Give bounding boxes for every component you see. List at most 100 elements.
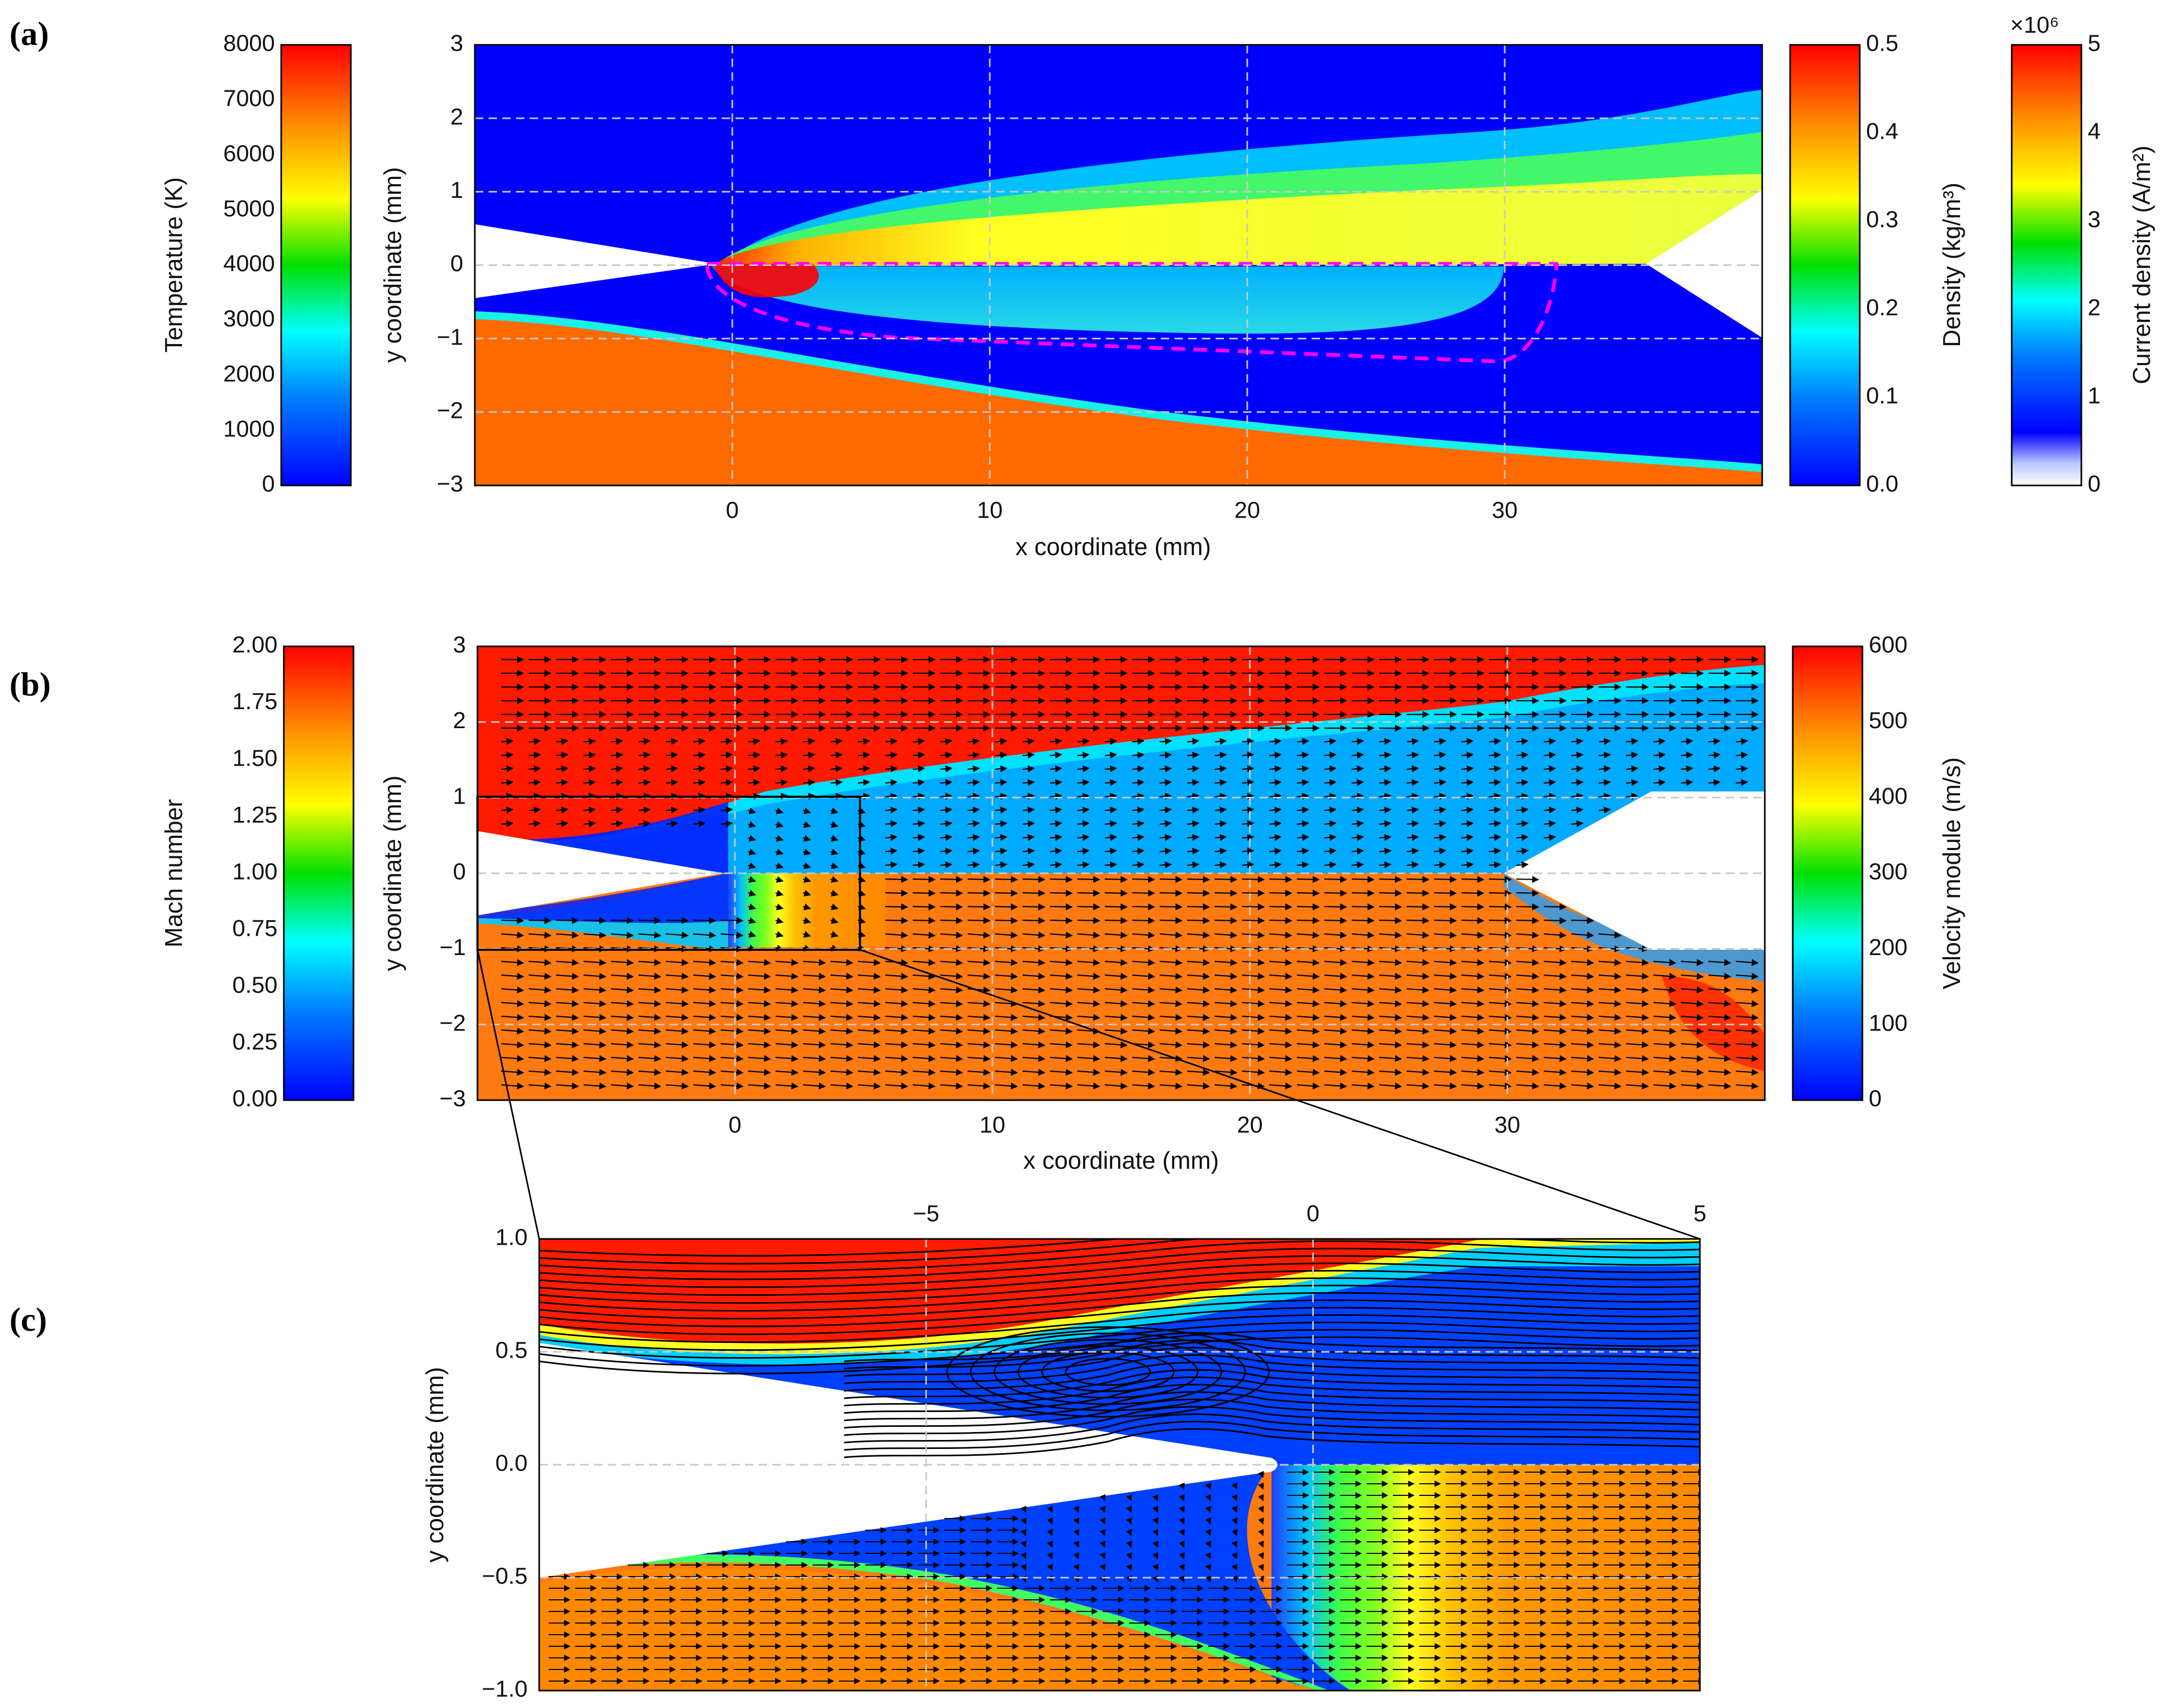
y-tick-label: 0.0 [495,1451,528,1476]
velocity-vector [720,738,733,745]
velocity-vector [528,751,541,759]
velocity-vector [1187,738,1200,745]
velocity-vector [1214,876,1238,883]
velocity-vector [528,917,552,924]
velocity-vector [802,738,816,745]
velocity-vector [1077,751,1090,759]
velocity-vector [1049,1055,1073,1062]
velocity-vector [1104,806,1117,814]
velocity-vector [693,917,716,924]
velocity-vector [775,848,784,856]
velocity-vector [857,1041,881,1048]
velocity-vector [1049,847,1063,855]
velocity-vector [556,1041,579,1048]
velocity-vector [1296,1041,1320,1048]
velocity-vector [1132,1014,1155,1021]
colorbar-tick-label: 0 [2088,471,2100,497]
velocity-vector [610,1027,634,1035]
velocity-vector [1159,834,1172,841]
velocity-vector [1049,972,1073,980]
velocity-vector [912,1068,936,1076]
velocity-vector [720,959,744,966]
velocity-vector [610,765,624,772]
velocity-vector [1433,917,1457,924]
velocity-vector [830,959,854,966]
velocity-vector [967,738,980,745]
velocity-vector [638,1068,662,1076]
velocity-vector [1049,959,1073,966]
velocity-vector [967,861,980,869]
velocity-vector [1022,751,1035,759]
velocity-vector [1214,765,1227,772]
velocity-vector [583,1082,607,1090]
velocity-vector [583,779,596,786]
x-tick-label: 30 [1495,1112,1521,1138]
y-tick-label: 0.5 [495,1338,528,1363]
velocity-vector [1132,738,1145,745]
velocity-vector [1214,1055,1238,1062]
velocity-vector [1241,917,1265,924]
velocity-vector [748,1068,771,1076]
velocity-vector [967,1027,991,1035]
velocity-vector [528,779,541,786]
velocity-vector [665,1027,689,1035]
velocity-vector [775,959,799,966]
x-tick-label: 5 [1694,1201,1706,1227]
velocity-vector [1241,1014,1265,1021]
velocity-vector [1324,751,1337,759]
velocity-vector [885,751,898,759]
velocity-vector [501,931,524,939]
velocity-vector [720,1055,744,1062]
colorbar-tick-label: 0 [1869,1086,1881,1112]
y-tick-label: −3 [437,471,463,497]
velocity-vector [1187,861,1200,869]
temperature-colorbar [280,44,352,486]
velocity-vector [775,738,788,745]
velocity-vector [693,931,716,939]
velocity-vector [1159,931,1183,939]
velocity-vector [940,1041,963,1048]
velocity-vector [1269,779,1282,786]
velocity-vector [775,835,784,842]
velocity-vector [1324,820,1337,827]
velocity-vector [967,751,980,759]
velocity-vector [830,779,843,786]
velocity-vector [940,1027,963,1035]
velocity-vector [528,1000,552,1007]
y-tick-label: −3 [439,1086,466,1112]
velocity-vector [556,751,569,759]
velocity-vector [638,738,651,745]
y-tick-label: −1.0 [482,1676,528,1702]
velocity-vector [1296,1000,1320,1007]
velocity-vector [693,986,716,994]
panel-label-a: (a) [9,15,49,52]
velocity-vector [1433,876,1457,883]
velocity-vector [967,876,991,883]
velocity-vector [748,1014,771,1021]
velocity-vector [693,1082,716,1090]
velocity-vector [775,779,788,786]
velocity-vector [1077,931,1101,939]
velocity-vector [748,917,757,924]
velocity-vector [885,765,898,772]
velocity-vector [1379,876,1402,883]
colorbar-tick-label: 7000 [223,85,275,111]
velocity-vector [1351,738,1364,745]
velocity-vector [1104,834,1117,841]
velocity-vector [1241,931,1265,939]
velocity-vector [775,1000,799,1007]
velocity-vector [940,1055,963,1062]
velocity-vector [885,820,898,827]
velocity-vector [1049,765,1063,772]
colorbar-tick-label: 200 [1869,934,1907,960]
velocity-vector [1241,820,1255,827]
velocity-vector [638,959,662,966]
colorbar-tick-label: 0.3 [1866,207,1898,233]
velocity-vector [638,751,651,759]
velocity-vector [610,1055,634,1062]
velocity-vector [1324,793,1337,800]
velocity-vector [1187,1055,1210,1062]
velocity-vector [556,1000,579,1007]
y-tick-label: −2 [439,1010,466,1036]
velocity-vector [610,1082,634,1090]
